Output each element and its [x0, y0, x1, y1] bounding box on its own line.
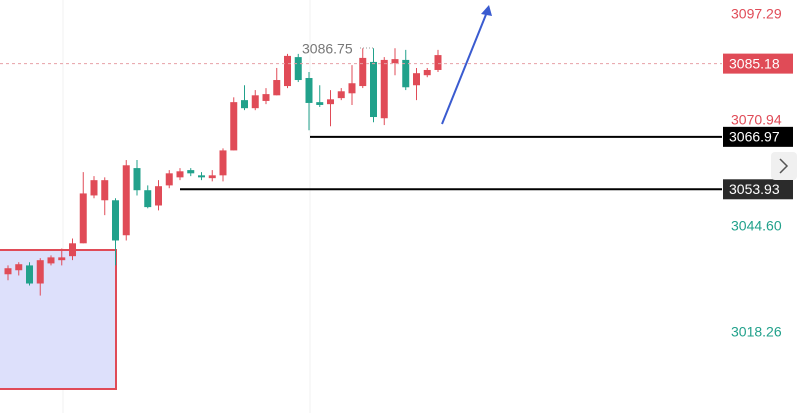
candle-body: [434, 55, 442, 70]
candles: 3086.75: [0, 41, 722, 296]
candle-body: [112, 200, 119, 241]
candle-body: [187, 170, 195, 174]
y-tick-label: 3070.94: [731, 112, 782, 128]
candle-body: [208, 175, 216, 179]
candle-body: [47, 257, 55, 264]
candle-body: [198, 175, 205, 178]
candle-body: [155, 186, 162, 206]
candle-body: [90, 180, 98, 196]
y-tick-label: 3018.26: [731, 323, 782, 339]
candle-body: [359, 57, 367, 87]
candle-body: [423, 69, 431, 76]
candle-body: [133, 168, 141, 191]
price-box-label: 3085.18: [729, 55, 780, 71]
y-tick-label: 3097.29: [731, 6, 782, 22]
price-box: [723, 53, 793, 74]
candle-body: [36, 260, 44, 284]
candle-body: [58, 257, 66, 261]
candle-body: [413, 73, 420, 86]
candle-body: [273, 80, 281, 96]
candle-body: [176, 171, 184, 178]
candle-body: [165, 173, 173, 186]
price-box-label: 3053.93: [729, 181, 780, 197]
candle-body: [262, 94, 270, 101]
candle-body: [348, 83, 356, 94]
selection-box: [0, 249, 117, 390]
chevron[interactable]: [779, 158, 789, 174]
candle-body: [4, 268, 12, 275]
candle-body: [69, 243, 76, 257]
arrow-head: [481, 5, 492, 16]
price-box: [723, 179, 793, 200]
candle-body: [402, 59, 410, 88]
scroll-button[interactable]: [771, 152, 797, 180]
price-box-label: 3066.97: [729, 129, 780, 145]
candle-body: [337, 91, 345, 99]
candle-body: [391, 59, 399, 64]
trend-arrow: [441, 11, 488, 125]
y-tick-label: 3044.60: [731, 218, 782, 234]
candle-body: [230, 102, 238, 151]
price-box: [723, 126, 793, 147]
candle-body: [144, 190, 152, 208]
candle-body: [370, 61, 377, 118]
candle-body: [101, 180, 109, 201]
button-bg[interactable]: [771, 152, 797, 180]
high-label: 3086.75: [302, 41, 353, 57]
candle-body: [251, 95, 259, 109]
candle-body: [294, 57, 302, 81]
candle-body: [241, 100, 248, 109]
price-axis: 3097.29 3070.94 3044.60 3018.26 3085.18 3066.…: [722, 0, 801, 413]
candle-body: [122, 165, 130, 236]
candle-body: [316, 102, 324, 105]
candle-body: [380, 59, 388, 119]
candle-body: [327, 99, 334, 105]
candle-body: [305, 78, 313, 103]
candle-body: [219, 150, 227, 176]
candle-body: [79, 193, 87, 244]
candle-body: [284, 55, 291, 87]
candle-body: [15, 264, 23, 271]
candle-body: [26, 265, 33, 284]
